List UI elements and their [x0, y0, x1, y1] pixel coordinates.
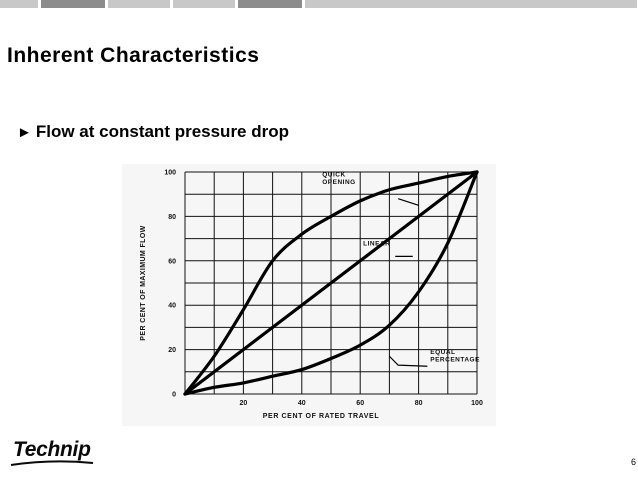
slide-title: Inherent Characteristics — [7, 44, 260, 67]
equal-percentage-curve — [183, 170, 479, 396]
curve-annotation-label: LINEAR — [363, 240, 390, 247]
annotation-leader-line — [397, 198, 419, 206]
top-bar-segment — [238, 0, 302, 8]
curve-annotation-label: OPENING — [322, 179, 355, 186]
y-axis-label: PER CENT OF MAXIMUM FLOW — [140, 225, 147, 340]
top-bar-segment — [41, 0, 105, 8]
y-tick-label: 0 — [172, 392, 176, 399]
y-tick-label: 100 — [164, 170, 176, 177]
x-tick-label: 20 — [240, 400, 248, 407]
y-tick-label: 60 — [168, 258, 176, 265]
top-bar-segment — [0, 0, 38, 8]
linear-curve — [183, 170, 479, 396]
top-bar-segment — [108, 0, 170, 8]
curve-annotation-label: EQUAL — [430, 349, 455, 356]
y-tick-label: 40 — [168, 303, 176, 310]
curve-annotation-label: QUICK — [322, 171, 345, 178]
x-tick-label: 40 — [298, 400, 306, 407]
page-number: 6 — [630, 457, 636, 467]
y-tick-label: 20 — [168, 347, 176, 354]
annotation-leader-line — [388, 355, 428, 367]
right-triangle-bullet-icon: ► — [17, 123, 32, 141]
x-axis-label: PER CENT OF RATED TRAVEL — [263, 413, 380, 420]
top-bar-segment — [305, 0, 637, 8]
flow-characteristics-chart: 20 40 60 80 100 0 20 40 60 80 100 PER CENT OF RATED… — [140, 170, 483, 421]
x-tick-label: 100 — [471, 400, 483, 407]
quick-opening-curve — [183, 170, 479, 396]
logo-swoosh-icon — [10, 460, 94, 466]
curve-annotation-label: PERCENTAGE — [430, 357, 480, 364]
x-tick-label: 60 — [356, 400, 364, 407]
logo-wordmark: Technip — [13, 438, 91, 461]
technip-logo: Technip — [9, 436, 95, 468]
bullet-item: ► Flow at constant pressure drop — [17, 122, 289, 142]
top-bar-segment — [173, 0, 235, 8]
y-tick-label: 80 — [168, 214, 176, 221]
chart-figure: 20 40 60 80 100 0 20 40 60 80 100 PER CENT OF RATED… — [122, 164, 496, 426]
top-decoration-bar — [0, 0, 638, 8]
x-tick-label: 80 — [415, 400, 423, 407]
bullet-text: Flow at constant pressure drop — [35, 122, 290, 141]
